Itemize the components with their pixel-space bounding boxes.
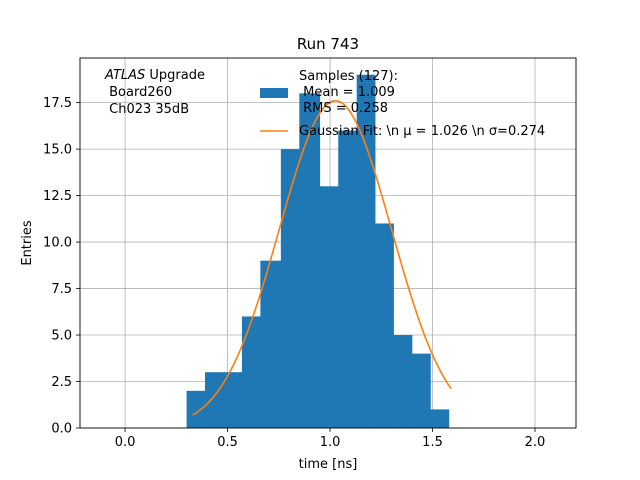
- histogram-bar: [393, 335, 413, 428]
- x-tick-label: 0.0: [115, 435, 136, 450]
- annotation-upgrade-label: Upgrade: [145, 68, 205, 83]
- axis-ticks: 0.0 0.5 1.0 1.5 2.0 0.0 2.5 5.0 7.5 10.0 12.5 15.0 1…: [43, 96, 545, 450]
- histogram-bar: [430, 409, 450, 428]
- y-tick-label: 15.0: [43, 143, 72, 158]
- atlas-italic-label: ATLAS: [104, 68, 145, 83]
- histogram-bar: [280, 149, 300, 428]
- histogram-bar: [299, 93, 321, 428]
- histogram-bar: [205, 372, 224, 428]
- annotation-line-1: ATLAS Upgrade: [104, 68, 205, 83]
- plot-frame: [79, 57, 577, 429]
- histogram-bar: [223, 372, 243, 428]
- histogram-bar: [241, 316, 261, 428]
- legend-fit-prefix: Gaussian Fit: \n: [299, 124, 403, 139]
- y-tick-label: 0.0: [51, 422, 72, 437]
- annotation-line-3: Ch023 35dB: [105, 102, 189, 117]
- y-tick-label: 17.5: [43, 96, 72, 111]
- x-tick-label: 0.5: [217, 435, 238, 450]
- histogram-bar: [186, 390, 206, 428]
- histogram-bar: [412, 353, 431, 428]
- y-tick-label: 5.0: [51, 329, 72, 344]
- histogram-bar: [375, 223, 394, 428]
- histogram-bar: [260, 260, 282, 428]
- histogram-bars: [186, 74, 450, 428]
- legend-histogram-line-3: RMS = 0.258: [299, 101, 388, 116]
- legend: Samples (127): Mean = 1.009 RMS = 0.258 …: [260, 69, 545, 139]
- legend-fit-label: Gaussian Fit: \n μ = 1.026 \n σ=0.274: [299, 124, 545, 139]
- atlas-annotation: ATLAS Upgrade Board260 Ch023 35dB: [104, 68, 205, 117]
- y-tick-label: 10.0: [43, 236, 72, 251]
- x-tick-label: 1.5: [422, 435, 443, 450]
- annotation-line-2: Board260: [105, 85, 172, 100]
- legend-fit-sigma: σ=0.274: [489, 124, 545, 139]
- chart-title: Run 743: [297, 35, 359, 53]
- histogram-bar: [319, 186, 339, 428]
- gaussian-fit-curve: [192, 99, 452, 416]
- x-tick-label: 2.0: [525, 435, 546, 450]
- y-tick-label: 12.5: [43, 189, 72, 204]
- y-tick-label: 7.5: [51, 282, 72, 297]
- x-tick-label: 1.0: [320, 435, 341, 450]
- histogram-bar: [338, 130, 357, 428]
- legend-histogram-line-1: Samples (127):: [299, 69, 398, 84]
- legend-histogram-line-2: Mean = 1.009: [299, 85, 395, 100]
- legend-fit-mu: μ = 1.026 \n: [403, 124, 489, 139]
- histogram-bar: [356, 74, 376, 428]
- x-axis-title: time [ns]: [299, 457, 358, 472]
- legend-histogram-swatch: [260, 88, 288, 98]
- y-axis-title: Entries: [20, 220, 35, 266]
- y-tick-label: 2.5: [51, 375, 72, 390]
